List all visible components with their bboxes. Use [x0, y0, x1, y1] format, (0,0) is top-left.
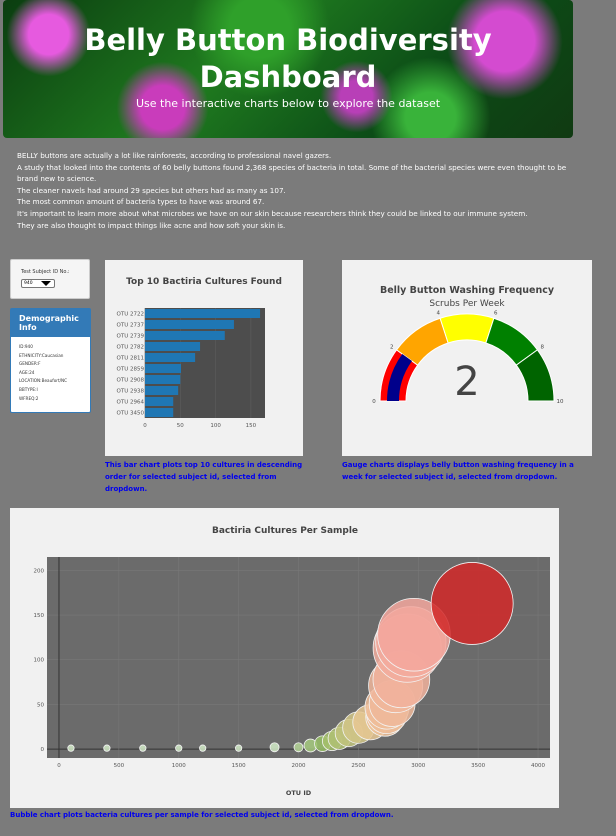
demographic-line: LOCATION:Beaufort/NC: [19, 378, 68, 384]
bubble-x-tick-label: 500: [114, 763, 125, 769]
intro-line: The most common amount of bacteria types…: [17, 197, 265, 207]
bubble-point: [139, 744, 147, 752]
bar-y-tick-label: OTU 2739: [117, 334, 145, 340]
intro-line: brand new to science.: [17, 174, 97, 184]
bubble-point: [199, 744, 207, 752]
demographic-line: WFREQ:2: [19, 395, 39, 401]
page-title: Belly Button Biodiversity Dashboard: [84, 23, 492, 94]
gauge-chart-caption: Gauge charts displays belly button washi…: [342, 461, 574, 481]
bubble-x-tick-label: 3000: [411, 763, 425, 769]
bubble-x-tick-label: 3500: [471, 763, 485, 769]
bar-y-tick-label: OTU 2938: [117, 389, 145, 395]
demographic-line: ETHNICITY:Caucasian: [19, 352, 64, 358]
intro-line: The cleaner navels had around 29 species…: [17, 185, 286, 195]
bar: [145, 342, 201, 351]
gauge-step: [515, 349, 555, 402]
gauge-value-bar: [387, 353, 412, 401]
intro-line: BELLY buttons are actually a lot like ra…: [17, 151, 332, 160]
gauge-tick-label: 2: [390, 344, 394, 350]
bar-y-tick-label: OTU 2859: [117, 367, 145, 373]
intro-line: A study that looked into the contents of…: [17, 162, 567, 172]
bar: [145, 320, 234, 329]
intro-line: It's important to learn more about what …: [17, 208, 528, 218]
bar: [145, 364, 181, 373]
bar: [145, 397, 174, 406]
bar-y-tick-label: OTU 2908: [117, 378, 145, 384]
demographic-line: BBTYPE:I: [19, 386, 38, 392]
bubble-chart-caption: Bubble chart plots bacteria cultures per…: [10, 811, 394, 819]
gauge-tick-label: 4: [437, 311, 441, 317]
bubble-point: [269, 742, 280, 753]
gauge-tick-label: 10: [557, 399, 564, 405]
bar-y-tick-label: OTU 2782: [117, 345, 144, 351]
chevron-down-icon: [41, 281, 51, 286]
bubble-chart[interactable]: Bactiria Cultures Per Sample 0 50 100 150 200…: [10, 508, 559, 808]
subject-id-value: 940: [24, 281, 33, 286]
header-banner: Belly Button Biodiversity Dashboard Use t…: [3, 0, 573, 138]
bar: [145, 309, 261, 318]
gauge-value-label: 2: [454, 359, 479, 405]
bar-x-tick-label: 150: [246, 423, 257, 429]
bar: [145, 375, 181, 384]
bubble-point: [293, 742, 304, 753]
gauge-chart-panel: Belly Button Washing Frequency Scrubs Per…: [342, 260, 592, 456]
gauge-title: Belly Button Washing Frequency: [380, 285, 555, 296]
bar: [145, 408, 174, 417]
gauge-subtitle: Scrubs Per Week: [429, 299, 505, 309]
bar-chart-panel: Top 10 Bactiria Cultures Found 0 50 100 150 O…: [105, 260, 303, 456]
bubble-x-axis-title: OTU ID: [286, 789, 312, 797]
bubble-x-tick-label: 1500: [232, 763, 246, 769]
bubble-y-tick-label: 50: [37, 702, 44, 708]
bar-y-tick-label: OTU 2737: [117, 323, 145, 329]
gauge-chart[interactable]: Belly Button Washing Frequency Scrubs Per…: [342, 260, 592, 456]
intro-text: BELLY buttons are actually a lot like ra…: [17, 150, 577, 231]
bubble-point: [175, 744, 183, 752]
bubble-chart-panel: Bactiria Cultures Per Sample 0 50 100 150 200…: [10, 508, 559, 808]
subject-selector-panel: Test Subject ID No.: 940: [10, 259, 90, 299]
gauge-step: [439, 313, 495, 344]
bubble-y-tick-label: 150: [34, 613, 45, 619]
subject-id-dropdown[interactable]: 940: [21, 279, 55, 288]
bubble-y-tick-label: 0: [41, 747, 45, 753]
bubble-y-tick-label: 100: [34, 658, 45, 664]
bar-y-tick-label: OTU 3450: [117, 411, 145, 417]
demographic-line: ID:940: [19, 344, 33, 349]
bubble-point: [103, 744, 111, 752]
bar-y-tick-label: OTU 2811: [117, 356, 144, 362]
bar-x-tick-label: 50: [177, 423, 184, 429]
gauge-tick-label: 6: [494, 311, 498, 317]
demographic-info-body: ID:940 ETHNICITY:Caucasian GENDER:F AGE:…: [11, 337, 90, 409]
bubble-point: [67, 744, 75, 752]
bar-x-tick-label: 0: [143, 423, 147, 429]
bar-x-tick-label: 100: [210, 423, 221, 429]
bubble-x-tick-label: 2000: [292, 763, 306, 769]
bar-y-tick-label: OTU 2964: [117, 400, 145, 406]
bubble-point: [235, 744, 243, 752]
bar-chart-caption: This bar chart plots top 10 cultures in …: [105, 461, 303, 493]
subject-selector-label: Test Subject ID No.:: [21, 269, 70, 275]
bar-chart-title: Top 10 Bactiria Cultures Found: [126, 277, 282, 287]
demographic-line: GENDER:F: [19, 361, 41, 367]
bubble-x-tick-label: 1000: [172, 763, 186, 769]
demographic-info-panel: Demographic Info ID:940 ETHNICITY:Caucas…: [10, 308, 91, 413]
gauge-tick-label: 0: [372, 399, 376, 405]
bar: [145, 331, 225, 340]
demographic-info-title: Demographic Info: [11, 309, 90, 337]
bar-chart[interactable]: Top 10 Bactiria Cultures Found 0 50 100 150 O…: [105, 260, 303, 456]
intro-line: They are also thought to impact things l…: [17, 220, 286, 230]
bubble-chart-title: Bactiria Cultures Per Sample: [212, 526, 358, 536]
bar: [145, 386, 179, 395]
bar: [145, 353, 196, 362]
bar-y-tick-label: OTU 2722: [117, 312, 144, 318]
bubble-x-tick-label: 0: [57, 763, 61, 769]
bubble-y-tick-label: 200: [34, 568, 45, 574]
bubble-x-tick-label: 4000: [531, 763, 545, 769]
page-subtitle: Use the interactive charts below to expl…: [135, 97, 441, 110]
gauge-tick-label: 8: [540, 344, 544, 350]
demographic-line: AGE:24: [19, 369, 35, 375]
bubble-x-tick-label: 2500: [351, 763, 365, 769]
bubble-point: [430, 562, 514, 645]
